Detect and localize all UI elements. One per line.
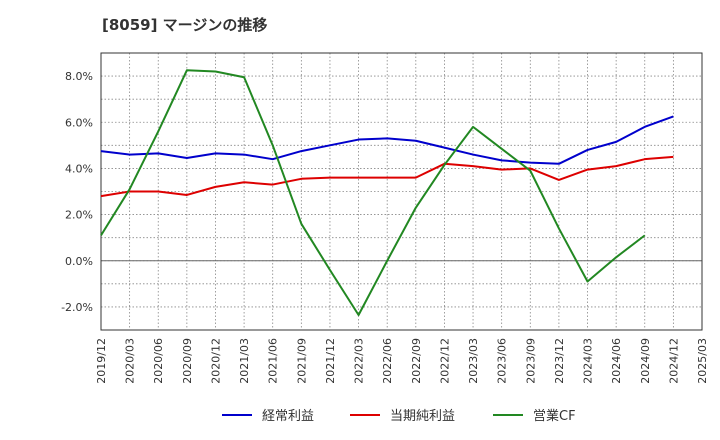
x-tick-label: 2021/06 bbox=[267, 338, 280, 384]
chart-title: [8059] マージンの推移 bbox=[102, 16, 268, 34]
y-tick-label: -2.0% bbox=[61, 301, 93, 314]
x-tick-label: 2021/12 bbox=[324, 338, 337, 384]
x-tick-label: 2020/09 bbox=[181, 338, 194, 384]
x-tick-label: 2024/06 bbox=[610, 338, 623, 384]
legend-label-3: 営業CF bbox=[533, 408, 576, 424]
series-line-2 bbox=[100, 155, 674, 198]
x-tick-label: 2022/09 bbox=[410, 338, 423, 384]
x-tick-label: 2024/03 bbox=[582, 338, 595, 384]
y-tick-label: 4.0% bbox=[65, 162, 93, 175]
x-tick-label: 2021/03 bbox=[238, 338, 251, 384]
x-tick-label: 2020/12 bbox=[209, 338, 222, 384]
x-tick-label: 2023/12 bbox=[553, 338, 566, 384]
x-tick-label: 2024/12 bbox=[667, 338, 680, 384]
plot-area bbox=[101, 53, 702, 330]
x-tick-label: 2023/09 bbox=[524, 338, 537, 384]
x-tick-label: 2019/12 bbox=[95, 338, 108, 384]
x-tick-label: 2022/12 bbox=[438, 338, 451, 384]
y-tick-label: 2.0% bbox=[65, 209, 93, 222]
x-tick-label: 2023/03 bbox=[467, 338, 480, 384]
x-tick-label: 2023/06 bbox=[496, 338, 509, 384]
x-tick-label: 2021/09 bbox=[295, 338, 308, 384]
y-tick-label: 6.0% bbox=[65, 116, 93, 129]
x-tick-label: 2020/03 bbox=[124, 338, 137, 384]
x-tick-label: 2024/09 bbox=[639, 338, 652, 384]
plot-frame bbox=[100, 52, 703, 331]
legend-label-2: 当期純利益 bbox=[390, 409, 455, 424]
x-tick-label: 2022/03 bbox=[353, 338, 366, 384]
series-line-1 bbox=[100, 115, 674, 165]
series-line-3 bbox=[100, 69, 646, 316]
y-tick-label: 8.0% bbox=[65, 70, 93, 83]
x-tick-label: 2020/06 bbox=[152, 338, 165, 384]
x-tick-label: 2025/03 bbox=[696, 338, 709, 384]
y-tick-label: 0.0% bbox=[65, 255, 93, 268]
legend-label-1: 経常利益 bbox=[262, 409, 314, 424]
x-tick-label: 2022/06 bbox=[381, 338, 394, 384]
